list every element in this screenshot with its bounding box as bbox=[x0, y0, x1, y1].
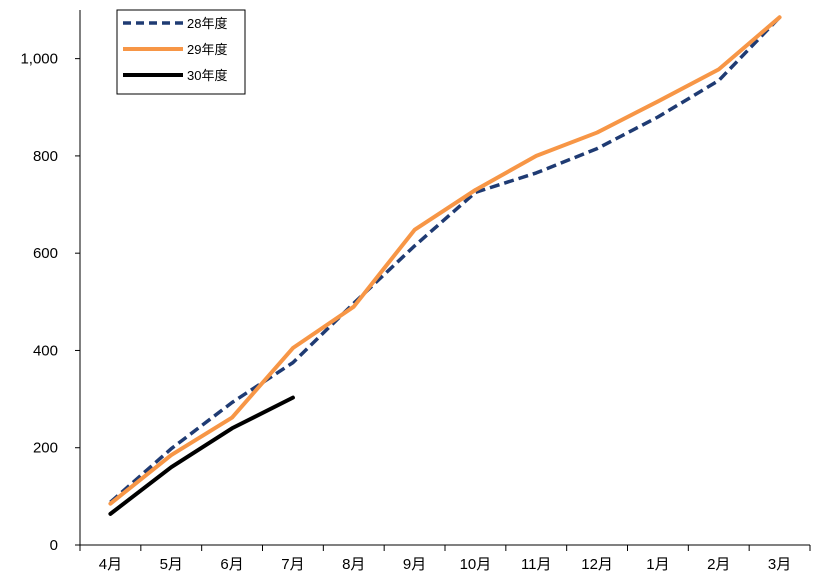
y-tick-label: 0 bbox=[50, 537, 58, 554]
x-tick-label: 8月 bbox=[342, 556, 365, 573]
y-tick-label: 200 bbox=[33, 440, 58, 457]
x-tick-label: 4月 bbox=[99, 556, 122, 573]
x-tick-label: 9月 bbox=[403, 556, 426, 573]
legend-label: 30年度 bbox=[187, 68, 227, 83]
x-tick-label: 7月 bbox=[281, 556, 304, 573]
series-line-2 bbox=[108, 15, 782, 506]
series-layer bbox=[108, 15, 782, 516]
x-tick-label: 6月 bbox=[220, 556, 243, 573]
x-tick-label: 2月 bbox=[707, 556, 730, 573]
y-tick-label: 600 bbox=[33, 245, 58, 262]
y-tick-label: 400 bbox=[33, 342, 58, 359]
legend-label: 28年度 bbox=[187, 16, 227, 31]
x-tick-label: 12月 bbox=[581, 556, 613, 573]
series-line-3 bbox=[108, 395, 295, 516]
x-tick-label: 11月 bbox=[521, 556, 552, 573]
x-tick-label: 1月 bbox=[646, 556, 669, 573]
series-line-1 bbox=[109, 16, 781, 504]
y-tick-label: 800 bbox=[33, 148, 58, 165]
x-tick-label: 10月 bbox=[460, 556, 492, 573]
x-tick-label: 5月 bbox=[160, 556, 183, 573]
legend-label: 29年度 bbox=[187, 42, 227, 57]
x-tick-label: 3月 bbox=[768, 556, 791, 573]
y-tick-label: 1,000 bbox=[20, 51, 58, 68]
axes: 0 200 400 600 800 1,000 4月 5月 6月 7月 8月 9月 10月 11月 12月 1… bbox=[20, 10, 811, 573]
legend: 28年度 29年度 30年度 bbox=[116, 9, 246, 95]
